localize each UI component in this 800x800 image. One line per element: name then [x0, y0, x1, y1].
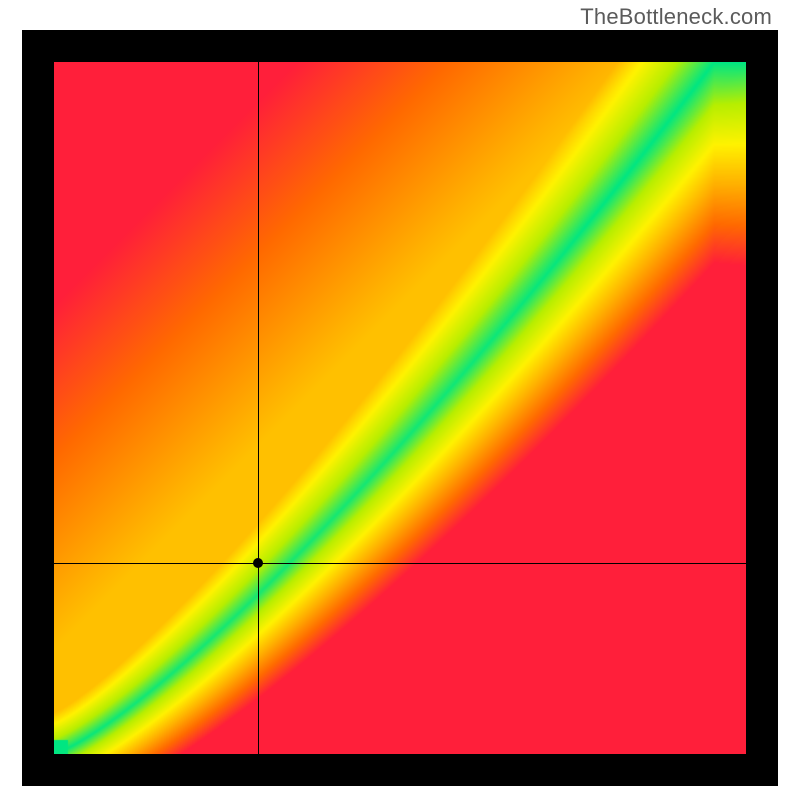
heatmap-canvas: [54, 62, 746, 754]
crosshair-horizontal: [54, 563, 746, 564]
outer-black-frame: [22, 30, 778, 786]
crosshair-vertical: [258, 62, 259, 754]
watermark-text: TheBottleneck.com: [580, 4, 772, 30]
chart-container: TheBottleneck.com: [0, 0, 800, 800]
crosshair-marker: [253, 558, 263, 568]
